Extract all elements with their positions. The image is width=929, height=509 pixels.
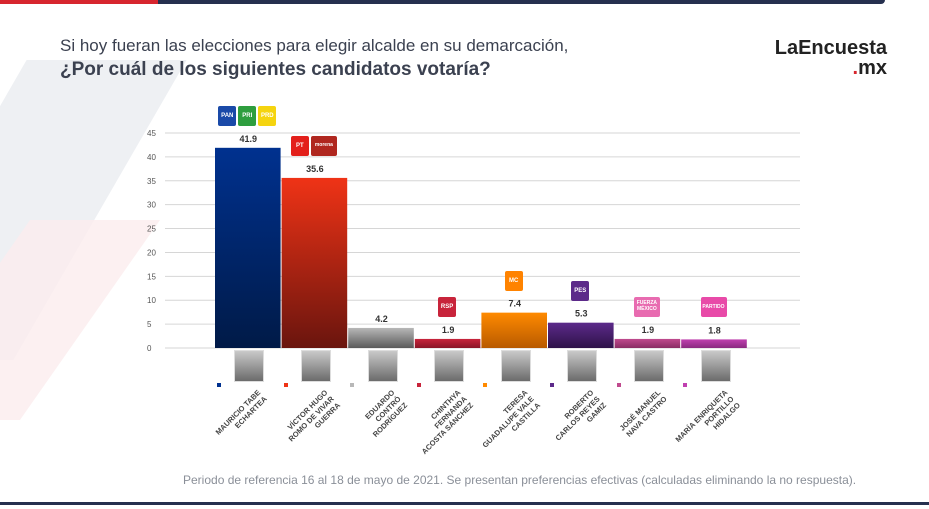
party-logo: PARTIDO: [700, 297, 727, 318]
y-tick-label: 35: [147, 177, 156, 186]
y-tick-label: 5: [147, 320, 152, 329]
legend-marker: [550, 383, 554, 387]
y-tick-label: 40: [147, 153, 156, 162]
value-label: 5.3: [575, 309, 588, 319]
party-logo: PAN: [218, 105, 237, 126]
party-logos: PT morena: [290, 135, 337, 156]
candidate-photo: [500, 350, 531, 382]
party-logos: RSP: [438, 296, 457, 317]
candidate-photo: [567, 350, 598, 382]
footnote: Periodo de referencia 16 al 18 de mayo d…: [183, 473, 857, 487]
y-tick-label: 10: [147, 296, 156, 305]
candidate-photo: [434, 350, 465, 382]
logo-suffix: mx: [858, 57, 887, 79]
party-logo: RSP: [438, 296, 457, 317]
legend-marker: [616, 383, 621, 387]
value-label: 1.9: [442, 325, 455, 335]
party-logo: PRI: [238, 105, 257, 126]
party-logo: PES: [571, 280, 590, 301]
party-logo: MC: [504, 270, 523, 291]
legend-marker: [683, 383, 688, 387]
y-tick-label: 30: [147, 201, 156, 210]
value-label: 7.4: [508, 299, 521, 309]
y-tick-label: 45: [147, 129, 156, 138]
bar: [348, 327, 414, 348]
title-line-2: ¿Por cuál de los siguientes candidatos v…: [60, 59, 491, 80]
y-tick-label: 0: [147, 344, 152, 353]
candidate-photo: [234, 350, 265, 382]
top-bar: [150, 0, 885, 4]
brand-logo: LaEncuesta .mx: [775, 38, 887, 78]
legend-marker: [217, 383, 221, 387]
title-line-1: Si hoy fueran las elecciones para elegir…: [60, 36, 569, 55]
legend-marker: [283, 383, 288, 387]
legend-marker: [416, 383, 421, 387]
candidate-photo: [700, 350, 731, 382]
bar: [681, 339, 747, 348]
bar: [215, 147, 281, 348]
party-logo: morena: [310, 135, 337, 156]
bottom-bar: [0, 502, 929, 505]
y-tick-label: 25: [147, 225, 156, 234]
y-tick-label: 15: [147, 272, 156, 281]
party-logo: FUERZA MÉXICO: [633, 296, 660, 317]
bar: [414, 338, 481, 348]
party-logo: PT: [290, 135, 309, 156]
party-logo: PRD: [258, 105, 277, 126]
bar: [281, 177, 348, 348]
bar: [481, 312, 547, 348]
y-tick-label: 20: [147, 248, 156, 257]
candidate-photo: [367, 350, 398, 382]
top-bar-accent: [0, 0, 158, 4]
legend-marker: [350, 383, 355, 387]
party-logos: PARTIDO: [700, 297, 727, 318]
bar: [614, 338, 681, 348]
legend-marker: [483, 383, 488, 387]
logo-dot: .: [852, 57, 859, 79]
value-label: 1.9: [642, 325, 655, 335]
value-label: 41.9: [240, 134, 258, 144]
party-logos: PAN PRI PRD: [218, 105, 277, 126]
value-label: 1.8: [708, 325, 721, 335]
candidate-photo: [300, 350, 331, 382]
value-label: 4.2: [375, 314, 388, 324]
party-logos: PES: [571, 280, 590, 301]
party-logos: FUERZA MÉXICO: [633, 296, 660, 317]
candidate-photo: [633, 350, 664, 382]
value-label: 35.6: [306, 164, 324, 174]
logo-name: LaEncuesta: [774, 37, 887, 59]
bar: [548, 322, 614, 348]
party-logos: MC: [504, 270, 523, 291]
